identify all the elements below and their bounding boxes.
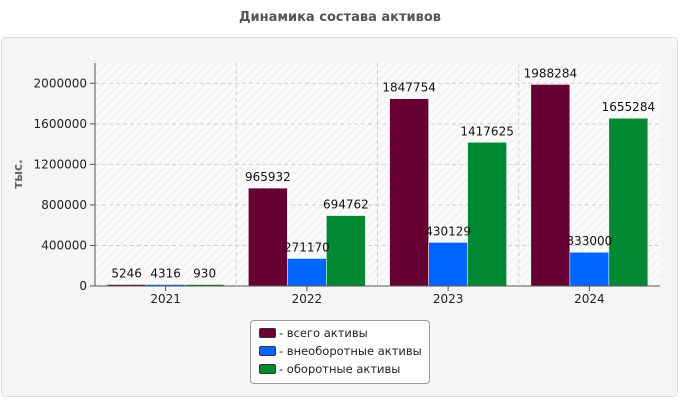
bar-value-label: 965932	[245, 170, 291, 184]
y-tick-label: 1200000	[34, 157, 87, 171]
bar-value-label: 4316	[150, 267, 181, 281]
x-tick-label: 2021	[150, 292, 181, 306]
bar-value-label: 333000	[566, 234, 612, 248]
legend-swatch-current	[259, 364, 276, 374]
bar-noncurrent-2024	[569, 251, 610, 287]
bar-total-2024	[530, 84, 571, 287]
bar-value-label: 1847754	[382, 81, 435, 95]
y-tick-label: 800000	[41, 198, 87, 212]
bar-value-label: 694762	[323, 198, 369, 212]
legend-swatch-total	[259, 328, 276, 338]
y-tick-label: 1600000	[34, 117, 87, 131]
bar-value-label: 930	[193, 267, 216, 281]
legend-label-noncurrent: - внеоборотные активы	[279, 344, 422, 358]
legend-label-total: - всего активы	[279, 326, 368, 340]
bar-current-2024	[608, 117, 649, 287]
legend-item-total: - всего активы	[259, 324, 429, 342]
legend-label-current: - оборотные активы	[279, 362, 401, 376]
chart-title: Динамика состава активов	[238, 10, 442, 25]
x-tick-label: 2023	[433, 292, 464, 306]
x-tick-label: 2024	[574, 292, 605, 306]
bar-value-label: 1655284	[602, 100, 655, 114]
bar-noncurrent-2023	[428, 242, 468, 287]
x-tick-label: 2022	[292, 292, 323, 306]
y-axis-label: тыс.	[11, 159, 25, 188]
bar-value-label: 1988284	[524, 66, 577, 80]
legend-item-current: - оборотные активы	[259, 360, 429, 378]
bar-current-2022	[326, 215, 366, 287]
bar-value-label: 5246	[111, 267, 142, 281]
bar-value-label: 1417625	[460, 124, 513, 138]
bar-total-2022	[248, 187, 288, 287]
legend: - всего активы - внеоборотные активы - о…	[250, 320, 430, 384]
bar-value-label: 430129	[425, 224, 471, 238]
y-tick-label: 0	[79, 279, 87, 293]
bar-current-2023	[467, 142, 507, 287]
bar-noncurrent-2022	[287, 258, 327, 287]
y-tick-label: 400000	[41, 238, 87, 252]
bar-total-2023	[389, 98, 429, 287]
legend-swatch-noncurrent	[259, 346, 276, 356]
bar-value-label: 271170	[284, 241, 330, 255]
legend-item-noncurrent: - внеоборотные активы	[259, 342, 429, 360]
y-tick-label: 2000000	[34, 76, 87, 90]
